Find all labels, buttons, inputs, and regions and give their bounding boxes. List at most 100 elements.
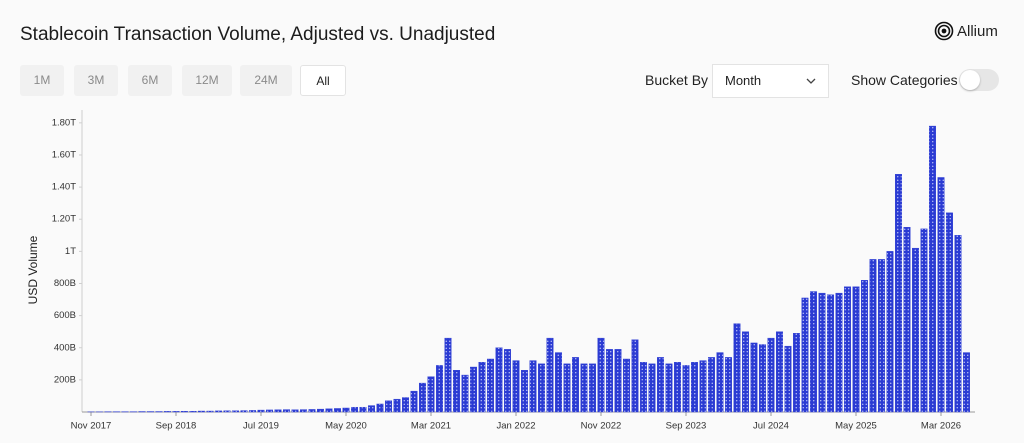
bar	[317, 408, 325, 413]
y-tick-label: 800B	[54, 278, 76, 289]
y-axis-title: USD Volume	[26, 235, 40, 304]
bar	[206, 410, 214, 413]
bar	[189, 410, 197, 413]
bar	[631, 339, 639, 413]
y-tick-label: 400B	[54, 342, 76, 353]
bar	[504, 349, 512, 413]
range-button[interactable]: All	[300, 65, 346, 96]
bar	[937, 177, 945, 413]
bar	[835, 292, 843, 413]
y-tick-label: 1.80T	[52, 117, 76, 128]
bar	[733, 323, 741, 413]
categories-toggle[interactable]	[959, 69, 999, 91]
bar	[614, 349, 622, 413]
bar	[172, 411, 180, 413]
bar	[359, 406, 367, 413]
bar	[453, 370, 461, 413]
bar	[410, 390, 418, 413]
bar	[308, 409, 316, 413]
bar	[368, 405, 376, 413]
bar	[852, 286, 860, 413]
range-button[interactable]: 3M	[74, 65, 118, 96]
bar	[776, 331, 784, 413]
bar	[300, 409, 308, 413]
bar	[708, 357, 716, 413]
bucket-value: Month	[725, 73, 762, 88]
x-tick-label: May 2020	[325, 421, 367, 432]
bar	[827, 294, 835, 413]
brand-name: Allium	[957, 23, 998, 40]
bar	[725, 357, 733, 413]
bar	[163, 411, 171, 413]
bar	[682, 365, 690, 413]
bar	[886, 251, 894, 413]
range-button[interactable]: 1M	[20, 65, 64, 96]
bar	[869, 259, 877, 413]
bar	[674, 362, 682, 413]
bucket-label: Bucket By	[645, 72, 709, 88]
bar	[538, 363, 546, 413]
bar	[444, 337, 452, 413]
x-tick-label: Sep 2023	[666, 421, 707, 432]
bar	[912, 247, 920, 413]
bar	[266, 409, 274, 413]
bar	[640, 362, 648, 413]
bar	[716, 352, 724, 413]
bar	[393, 398, 401, 413]
bar	[767, 337, 775, 413]
x-tick-label: Mar 2021	[411, 421, 451, 432]
bar	[180, 410, 188, 413]
bar	[563, 363, 571, 413]
bar	[436, 365, 444, 413]
bar	[759, 344, 767, 413]
bar	[529, 360, 537, 413]
bar	[657, 357, 665, 413]
range-button[interactable]: 12M	[182, 65, 232, 96]
bucket-dropdown[interactable]: Month	[712, 64, 829, 98]
bar	[274, 409, 282, 413]
bar	[903, 227, 911, 413]
bar	[419, 382, 427, 413]
bar	[580, 363, 588, 413]
bar	[351, 406, 359, 413]
bar	[861, 280, 869, 413]
bar	[589, 363, 597, 413]
bar	[699, 360, 707, 413]
x-tick-label: Mar 2026	[921, 421, 961, 432]
range-button[interactable]: 6M	[128, 65, 172, 96]
bar	[742, 331, 750, 413]
bar	[487, 358, 495, 413]
bar	[283, 409, 291, 413]
bar	[623, 358, 631, 413]
bar	[920, 228, 928, 413]
bar	[878, 259, 886, 413]
x-tick-label: Jul 2024	[753, 421, 789, 432]
x-tick-label: Jan 2022	[496, 421, 535, 432]
bar	[929, 125, 937, 413]
bar	[240, 410, 248, 413]
bar	[214, 410, 222, 413]
y-tick-label: 1T	[65, 246, 76, 257]
range-button[interactable]: 24M	[240, 65, 292, 96]
x-tick-label: Jul 2019	[243, 421, 279, 432]
dropdown-caret	[806, 78, 816, 84]
bar	[691, 362, 699, 413]
bar	[818, 292, 826, 413]
bar	[793, 333, 801, 413]
x-tick-label: Nov 2017	[71, 421, 112, 432]
bar	[810, 291, 818, 413]
bar	[325, 408, 333, 413]
chart-title: Stablecoin Transaction Volume, Adjusted …	[20, 24, 496, 45]
bar	[385, 400, 393, 413]
bar	[895, 174, 903, 413]
bar	[963, 352, 971, 413]
bar	[597, 337, 605, 413]
bar	[495, 347, 503, 413]
bar	[648, 363, 656, 413]
bar	[750, 342, 758, 413]
bar	[291, 409, 299, 413]
bar	[334, 408, 342, 413]
bar	[606, 349, 614, 413]
y-tick-label: 1.60T	[52, 149, 76, 160]
